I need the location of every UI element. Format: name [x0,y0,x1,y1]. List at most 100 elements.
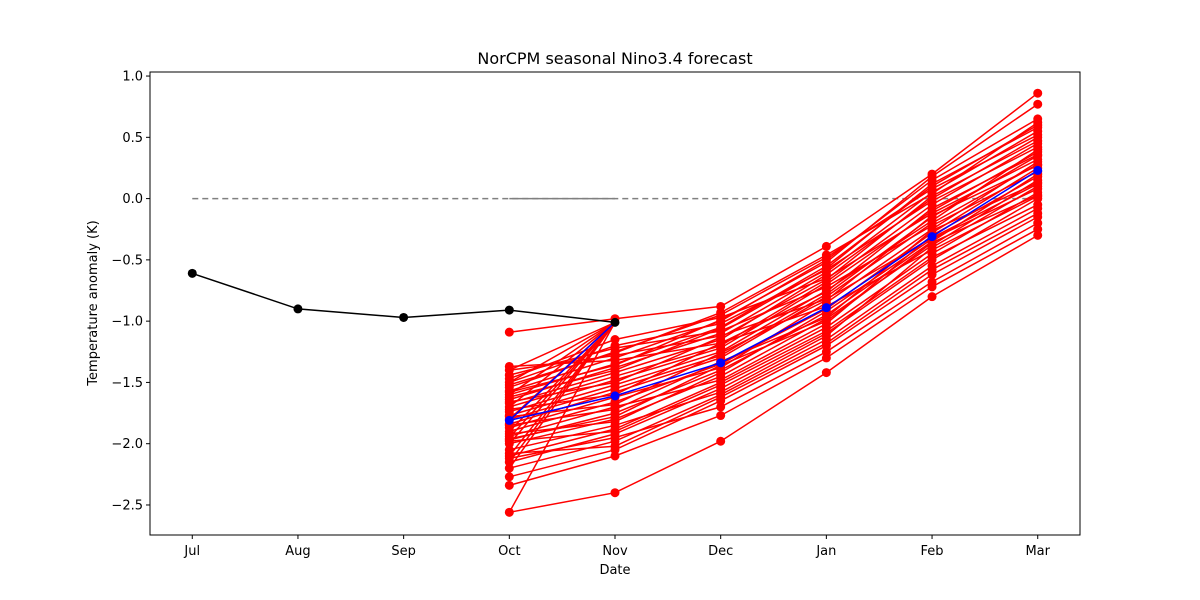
ensemble-member-line [509,216,1039,478]
x-tick-label: Oct [498,544,520,559]
x-tick-label: Feb [921,544,944,559]
ensemble-member-point [1033,208,1043,218]
ensemble-member-point [821,326,831,336]
ensemble-member-point [504,404,514,414]
ensemble-member-line [509,153,1039,411]
ensemble-member-point [716,436,726,446]
ensemble-mean-point [716,358,726,368]
ensemble-member-point [1033,218,1043,228]
ensemble-link-line [509,321,616,371]
ensemble-member-point [821,368,831,378]
ensemble-member-line [509,228,1039,487]
ensemble-member-line [509,195,1039,368]
chart-title: NorCPM seasonal Nino3.4 forecast [477,49,752,68]
x-tick-label: Aug [285,544,310,559]
ensemble-mean-point [504,415,514,425]
ensemble-member-point [504,472,514,482]
ensemble-member-point [927,172,937,182]
ensemble-member-line [509,182,1039,427]
ensemble-member-point [927,252,937,262]
plot-frame [149,71,1081,536]
observed-point [504,305,514,315]
y-axis-label: Temperature anomaly (K) [86,220,101,386]
ensemble-member-point [1033,178,1043,188]
ensemble-member-point [927,292,937,302]
ensemble-member-point [927,189,937,199]
ensemble-member-point [927,179,937,189]
ensemble-member-point [504,434,514,444]
x-tick-label: Sep [391,544,416,559]
x-tick-label: Jan [815,544,836,559]
ensemble-member-point [716,308,726,318]
ensemble-member-line [509,136,1039,405]
ensemble-member-point [610,488,620,498]
observed-point [399,312,409,322]
observed-point [293,304,303,314]
ensemble-member-line [509,164,1039,418]
ensemble-member-point [1033,99,1043,109]
y-tick-label: −1.0 [111,315,143,330]
ensemble-member-point [716,324,726,334]
ensemble-mean-point [1033,165,1043,175]
ensemble-member-point [504,480,514,490]
ensemble-member-point [610,426,620,436]
y-tick-label: −2.0 [111,437,143,452]
observed-point [610,317,620,327]
ensemble-member-point [1033,200,1043,210]
ensemble-member-point [504,327,514,337]
ensemble-member-point [504,507,514,517]
y-tick-label: −0.5 [111,253,143,268]
ensemble-member-line [509,142,1039,408]
ensemble-member-point [821,274,831,284]
ensemble-member-line [509,146,1039,384]
ensemble-member-point [610,441,620,451]
ensemble-member-point [821,295,831,305]
ensemble-member-point [716,332,726,342]
ensemble-mean-link-line [508,321,616,421]
x-tick-label: Jul [183,544,200,559]
ensemble-member-line [509,197,1039,463]
ensemble-member-point [716,380,726,390]
x-tick-label: Dec [708,544,733,559]
ensemble-member-point [610,399,620,409]
ensemble-member-point [504,380,514,390]
ensemble-mean-point [821,303,831,313]
ensemble-member-point [927,245,937,255]
ensemble-member-point [716,348,726,358]
ensemble-member-point [821,250,831,260]
y-tick-label: 1.0 [122,70,143,85]
ensemble-member-point [716,411,726,421]
ensemble-member-point [504,361,514,371]
ensemble-member-point [821,338,831,348]
ensemble-member-point [716,392,726,402]
ensemble-member-point [927,265,937,275]
observed-point [187,268,197,278]
ensemble-member-line [509,188,1039,435]
ensemble-member-point [1033,136,1043,146]
ensemble-member-point [504,449,514,459]
ensemble-member-point [821,257,831,267]
ensemble-mean-point [927,232,937,242]
ensemble-member-point [610,360,620,370]
ensemble-member-point [1033,190,1043,200]
ensemble-member-point [610,412,620,422]
ensemble-member-point [821,287,831,297]
ensemble-member-line [509,140,1039,403]
ensemble-mean-point [610,391,620,401]
ensemble-member-point [504,387,514,397]
ensemble-link-line [508,321,616,457]
ensemble-member-point [821,241,831,251]
y-tick-label: −2.5 [111,498,143,513]
ensemble-member-line [509,103,1039,393]
ensemble-member-point [1033,88,1043,98]
ensemble-member-point [821,347,831,357]
ensemble-member-line [509,121,1039,386]
ensemble-member-point [610,377,620,387]
ensemble-member-point [927,277,937,287]
ensemble-member-line [509,126,1039,398]
ensemble-member-point [610,335,620,345]
ensemble-member-point [927,203,937,213]
ensemble-member-point [1033,149,1043,159]
y-tick-label: 0.5 [122,131,143,146]
